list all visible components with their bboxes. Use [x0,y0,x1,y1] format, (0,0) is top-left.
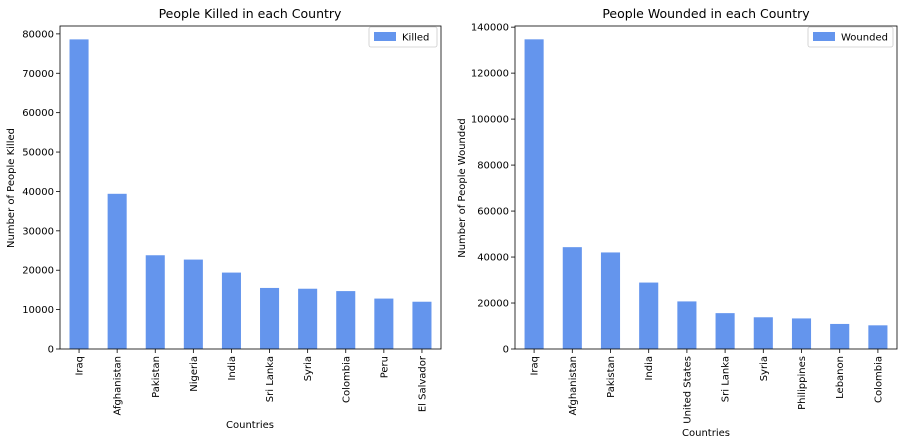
x-tick-label: Nigeria [189,356,200,392]
bar [145,255,165,349]
x-tick-label: El Salvador [417,355,428,412]
bar [868,325,888,349]
y-tick-label: 20000 [477,299,509,310]
x-tick-label: Iraq [75,356,86,376]
x-tick-label: Pakistan [606,356,617,398]
y-tick-label: 40000 [22,187,54,198]
x-tick-label: Sri Lanka [265,356,276,402]
y-tick-label: 60000 [477,207,509,218]
y-tick-label: 50000 [22,148,54,159]
bar [524,39,544,350]
bar [69,39,89,350]
x-tick-label: Syria [759,356,770,381]
x-tick-label: Sri Lanka [721,356,732,402]
legend: Wounded [807,26,894,48]
y-tick-label: 40000 [477,253,509,264]
x-tick-label: Colombia [873,356,884,403]
bar [600,252,621,349]
x-tick-label: India [644,356,655,381]
legend-swatch [813,32,835,41]
x-tick-label: Syria [303,356,314,381]
x-tick-label: Peru [379,356,390,378]
legend: Killed [368,26,438,48]
x-ticks: Iraq Afghanistan Pakistan India United State… [530,349,884,424]
killed-chart: People Killed in each Country Countries … [6,6,442,431]
bar [221,272,241,349]
y-tick-label: 80000 [477,161,509,172]
chart-title: People Wounded in each Country [602,6,810,21]
bar [677,301,697,349]
y-tick-label: 70000 [22,69,54,80]
bar [715,313,735,349]
x-tick-label: United States [682,356,693,424]
bar [336,291,356,349]
bar [562,247,582,349]
bar [412,301,432,349]
x-tick-label: Philippines [797,356,808,410]
bars-group [524,39,888,350]
y-tick-label: 0 [48,345,54,356]
x-tick-label: Iraq [530,356,541,376]
legend-swatch [374,32,396,41]
plot-frame [514,25,898,350]
y-ticks: 0 10000 20000 30000 40000 50000 60000 70000 8000… [22,29,60,356]
y-tick-label: 10000 [22,305,54,316]
y-tick-label: 20000 [22,266,54,277]
plot-frame [59,25,442,350]
bars-group [69,39,432,350]
y-tick-label: 80000 [22,29,54,40]
y-tick-label: 30000 [22,226,54,237]
x-tick-label: Lebanon [835,356,846,399]
y-tick-label: 60000 [22,108,54,119]
legend-label: Killed [402,33,429,44]
bar [260,287,280,349]
y-tick-label: 120000 [471,69,509,80]
bar [639,282,659,349]
bar [830,323,850,349]
y-tick-label: 100000 [471,115,509,126]
bar [374,298,394,349]
x-tick-label: Colombia [341,356,352,403]
bar [107,193,127,349]
x-axis-label: Countries [226,420,274,431]
x-tick-label: India [227,356,238,381]
x-tick-label: Pakistan [151,356,162,398]
x-ticks: Iraq Afghanistan Pakistan Nigeria India Sri L… [75,349,428,416]
x-tick-label: Afghanistan [568,356,579,416]
x-axis-label: Countries [682,428,730,439]
y-axis-label: Number of People Wounded [457,118,468,258]
wounded-chart: People Wounded in each Country Countries… [457,6,898,439]
y-tick-label: 140000 [471,23,509,34]
chart-title: People Killed in each Country [159,6,342,21]
y-ticks: 0 20000 40000 60000 80000 100000 120000 140000 [471,23,515,356]
bar [183,259,203,349]
y-tick-label: 0 [503,345,509,356]
y-axis-label: Number of People Killed [6,128,17,248]
x-tick-label: Afghanistan [113,356,124,416]
legend-label: Wounded [841,33,888,44]
bar [298,288,318,349]
bar [791,318,812,349]
bar [753,317,773,349]
